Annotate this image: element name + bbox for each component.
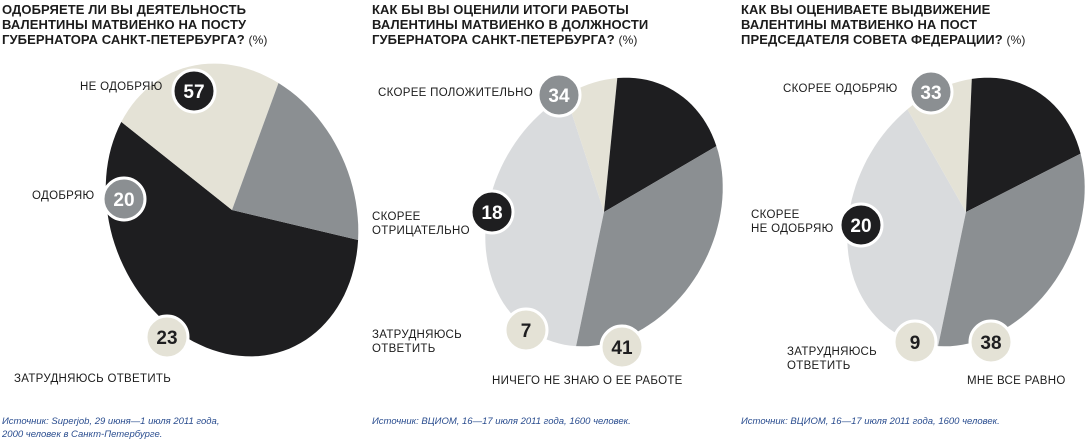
slice-label: СКОРЕЕ ПОЛОЖИТЕЛЬНО (378, 87, 533, 99)
data-label: 18 (481, 203, 502, 224)
value-badge: 20 (838, 202, 884, 248)
pie-slice (966, 77, 1081, 212)
pie-slice (121, 63, 279, 210)
pie-slice (938, 153, 1085, 347)
value-badge-circle (536, 72, 582, 118)
value-badge-circle (469, 189, 515, 235)
pie-chart-approval: 57 НЕ ОДОБРЯЮ 23 ЗАТРУДНЯЮСЬ ОТВЕТИТЬ 20 ОДОБ… (14, 63, 359, 385)
value-badge-circle (144, 314, 190, 360)
pie-chart-federation-council: 38 МНЕ ВСЕ РАВНО 9 ЗАТРУДНЯЮСЬ ОТВЕТИТЬ 20 СКО… (751, 69, 1085, 387)
source-note: Источник: ВЦИОМ, 16—17 июля 2011 года, 1… (372, 416, 631, 427)
pie-slice (105, 121, 359, 357)
pie-slice (565, 78, 618, 212)
pie-chart-work-results: 41 НИЧЕГО НЕ ЗНАЮ О ЕЕ РАБОТЕ 7 ЗАТРУДНЯЮСЬ… (372, 72, 723, 387)
slice-label: МНЕ ВСЕ РАВНО (967, 375, 1066, 387)
value-badge-circle (838, 202, 884, 248)
data-label: 33 (920, 83, 941, 104)
value-badge: 38 (968, 319, 1014, 365)
value-badge-circle (171, 68, 217, 114)
source-note: Источник: ВЦИОМ, 16—17 июля 2011 года, 1… (741, 416, 1000, 427)
value-badge-circle (968, 319, 1014, 365)
value-badge-circle (599, 324, 645, 370)
data-label: 38 (980, 333, 1001, 354)
panel-question: ОДОБРЯЕТЕ ЛИ ВЫ ДЕЯТЕЛЬНОСТЬ ВАЛЕНТИНЫ М… (2, 2, 268, 47)
slice-label: НЕ ОДОБРЯЮ (80, 81, 163, 93)
value-badge: 23 (144, 314, 190, 360)
value-badge: 18 (469, 189, 515, 235)
pie-slice (232, 83, 359, 240)
panel-question: КАК БЫ ВЫ ОЦЕНИЛИ ИТОГИ РАБОТЫ ВАЛЕНТИНЫ… (372, 2, 649, 47)
value-badge-circle (101, 176, 147, 222)
pie-slice (604, 77, 717, 212)
pie-slice (576, 146, 723, 347)
panel-work-results: КАК БЫ ВЫ ОЦЕНИЛИ ИТОГИ РАБОТЫ ВАЛЕНТИНЫ… (372, 0, 723, 443)
value-badge: 57 (171, 68, 217, 114)
data-label: 9 (910, 333, 921, 354)
data-label: 34 (548, 86, 570, 107)
value-badge: 20 (101, 176, 147, 222)
value-badge: 33 (908, 69, 954, 115)
slice-label: НИЧЕГО НЕ ЗНАЮ О ЕЕ РАБОТЕ (492, 375, 683, 387)
pie-slice (847, 109, 966, 347)
data-label: 23 (156, 328, 177, 349)
data-label: 20 (113, 190, 134, 211)
data-label: 41 (611, 338, 633, 359)
value-badge-circle (503, 307, 549, 353)
slice-label: ЗАТРУДНЯЮСЬ ОТВЕТИТЬ (14, 373, 171, 385)
panel-federation-council: КАК ВЫ ОЦЕНИВАЕТЕ ВЫДВИЖЕНИЕ ВАЛЕНТИНЫ М… (741, 0, 1087, 443)
data-label: 57 (183, 82, 204, 103)
slice-label: СКОРЕЕ ОДОБРЯЮ (783, 83, 898, 95)
slice-label: ОДОБРЯЮ (32, 190, 94, 202)
value-badge-circle (908, 69, 954, 115)
source-note: Источник: Superjob, 29 июня—1 июля 2011 … (2, 416, 220, 440)
slice-label: ЗАТРУДНЯЮСЬ ОТВЕТИТЬ (372, 329, 462, 355)
slice-label: СКОРЕЕ НЕ ОДОБРЯЮ (751, 209, 834, 235)
slice-label: ЗАТРУДНЯЮСЬ ОТВЕТИТЬ (787, 346, 877, 372)
data-label: 7 (521, 321, 532, 342)
slice-label: СКОРЕЕ ОТРИЦАТЕЛЬНО (372, 211, 470, 237)
panel-question: КАК ВЫ ОЦЕНИВАЕТЕ ВЫДВИЖЕНИЕ ВАЛЕНТИНЫ М… (741, 2, 1026, 47)
panel-approval-governor: ОДОБРЯЕТЕ ЛИ ВЫ ДЕЯТЕЛЬНОСТЬ ВАЛЕНТИНЫ М… (2, 0, 359, 443)
pie-slice (485, 94, 604, 347)
value-badge: 9 (892, 319, 938, 365)
value-badge-circle (892, 319, 938, 365)
data-label: 20 (850, 216, 871, 237)
value-badge: 7 (503, 307, 549, 353)
value-badge: 34 (536, 72, 582, 118)
value-badge: 41 (599, 324, 645, 370)
